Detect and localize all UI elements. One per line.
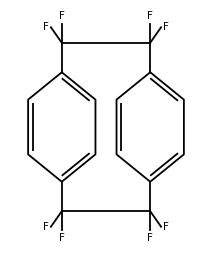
Text: F: F (147, 233, 153, 243)
Text: F: F (59, 233, 65, 243)
Text: F: F (59, 11, 65, 21)
Text: F: F (163, 222, 169, 232)
Text: F: F (43, 222, 49, 232)
Text: F: F (43, 22, 49, 32)
Text: F: F (163, 22, 169, 32)
Text: F: F (147, 11, 153, 21)
